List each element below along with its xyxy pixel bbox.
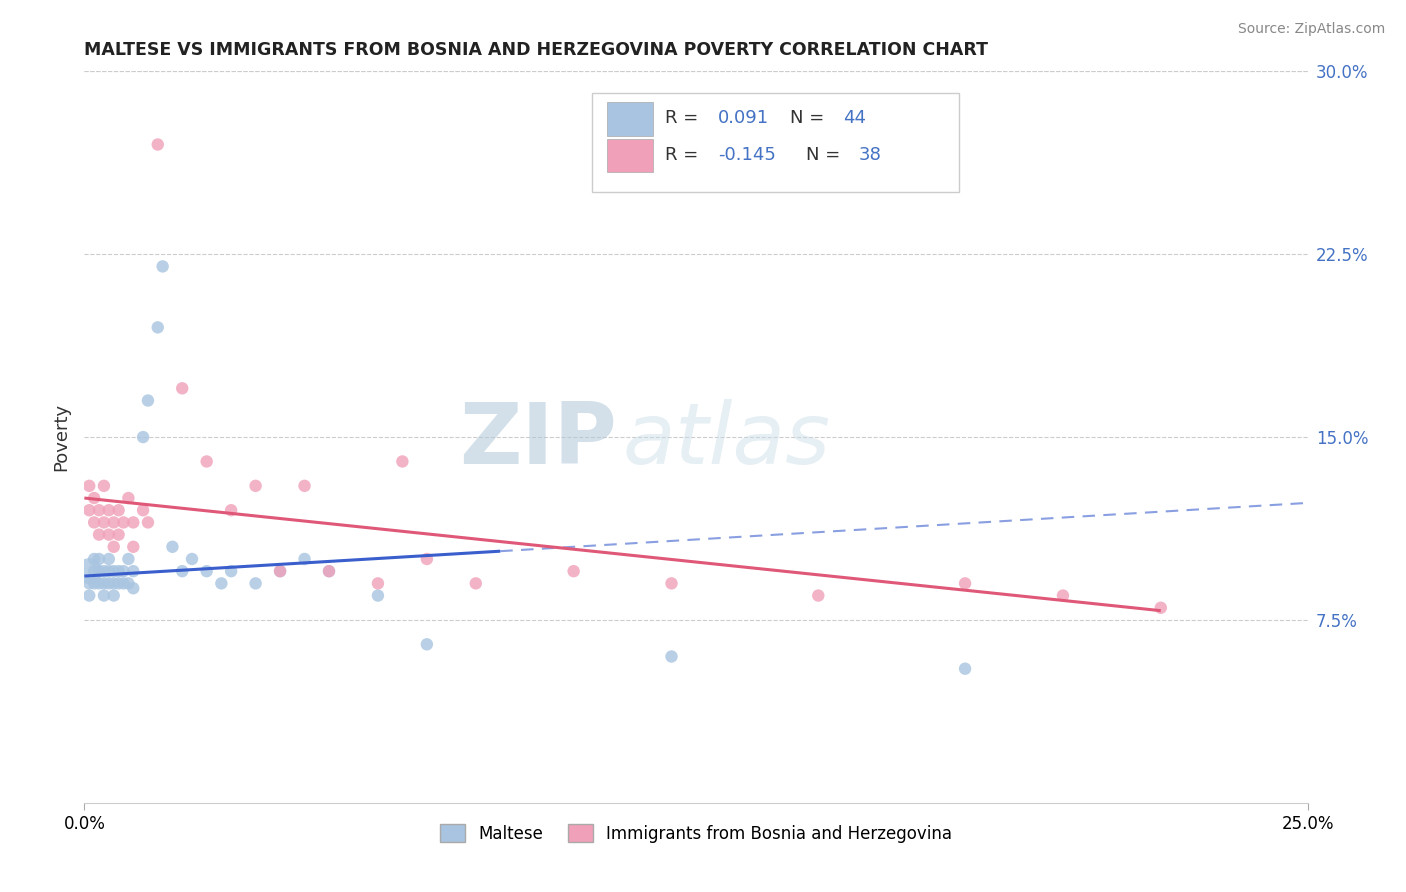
- Point: [83, 516, 105, 530]
- Point: [661, 649, 683, 664]
- Point: [112, 564, 135, 578]
- Point: [146, 137, 169, 152]
- Point: [97, 576, 120, 591]
- Text: N =: N =: [806, 145, 846, 164]
- Point: [318, 564, 340, 578]
- Text: 38: 38: [859, 145, 882, 164]
- Point: [162, 540, 184, 554]
- Point: [122, 581, 145, 595]
- Point: [1150, 600, 1173, 615]
- Point: [122, 540, 145, 554]
- Point: [122, 564, 145, 578]
- Point: [117, 552, 139, 566]
- Point: [1052, 589, 1074, 603]
- Point: [209, 576, 232, 591]
- Point: [87, 527, 110, 541]
- Text: R =: R =: [665, 145, 704, 164]
- Point: [136, 516, 159, 530]
- FancyBboxPatch shape: [606, 102, 654, 136]
- Point: [97, 552, 120, 566]
- Point: [807, 589, 830, 603]
- Point: [318, 564, 340, 578]
- FancyBboxPatch shape: [592, 94, 959, 192]
- Point: [953, 662, 976, 676]
- Text: 0.091: 0.091: [718, 109, 769, 128]
- Point: [83, 564, 105, 578]
- Point: [77, 589, 100, 603]
- Point: [87, 576, 110, 591]
- Point: [391, 454, 413, 468]
- Point: [294, 479, 316, 493]
- Text: Source: ZipAtlas.com: Source: ZipAtlas.com: [1237, 22, 1385, 37]
- Text: N =: N =: [790, 109, 830, 128]
- Point: [103, 576, 125, 591]
- Point: [245, 576, 267, 591]
- Point: [367, 589, 389, 603]
- Point: [77, 564, 100, 578]
- Point: [416, 637, 439, 651]
- Point: [269, 564, 291, 578]
- Point: [117, 576, 139, 591]
- Point: [172, 381, 194, 395]
- Text: MALTESE VS IMMIGRANTS FROM BOSNIA AND HERZEGOVINA POVERTY CORRELATION CHART: MALTESE VS IMMIGRANTS FROM BOSNIA AND HE…: [84, 41, 988, 59]
- Point: [219, 564, 242, 578]
- Point: [112, 516, 135, 530]
- Point: [107, 503, 129, 517]
- Point: [77, 576, 100, 591]
- Point: [464, 576, 486, 591]
- Point: [152, 260, 174, 274]
- Point: [77, 479, 100, 493]
- FancyBboxPatch shape: [606, 138, 654, 172]
- Point: [953, 576, 976, 591]
- Point: [87, 564, 110, 578]
- Point: [122, 516, 145, 530]
- Point: [103, 589, 125, 603]
- Point: [132, 503, 155, 517]
- Text: -0.145: -0.145: [718, 145, 776, 164]
- Point: [245, 479, 267, 493]
- Point: [195, 454, 218, 468]
- Point: [107, 564, 129, 578]
- Point: [112, 576, 135, 591]
- Point: [172, 564, 194, 578]
- Point: [294, 552, 316, 566]
- Point: [93, 479, 115, 493]
- Text: atlas: atlas: [623, 400, 831, 483]
- Point: [103, 564, 125, 578]
- Point: [93, 564, 115, 578]
- Text: R =: R =: [665, 109, 704, 128]
- Point: [77, 503, 100, 517]
- Point: [103, 540, 125, 554]
- Text: 44: 44: [842, 109, 866, 128]
- Point: [83, 576, 105, 591]
- Point: [661, 576, 683, 591]
- Point: [367, 576, 389, 591]
- Point: [132, 430, 155, 444]
- Point: [195, 564, 218, 578]
- Point: [107, 576, 129, 591]
- Point: [146, 320, 169, 334]
- Point: [219, 503, 242, 517]
- Legend: Maltese, Immigrants from Bosnia and Herzegovina: Maltese, Immigrants from Bosnia and Herz…: [433, 818, 959, 849]
- Point: [93, 516, 115, 530]
- Point: [93, 576, 115, 591]
- Text: ZIP: ZIP: [458, 400, 616, 483]
- Point: [269, 564, 291, 578]
- Point: [83, 491, 105, 505]
- Point: [136, 393, 159, 408]
- Point: [87, 552, 110, 566]
- Point: [93, 589, 115, 603]
- Point: [117, 491, 139, 505]
- Y-axis label: Poverty: Poverty: [52, 403, 70, 471]
- Point: [97, 527, 120, 541]
- Point: [103, 516, 125, 530]
- Point: [562, 564, 585, 578]
- Point: [107, 527, 129, 541]
- Point: [97, 503, 120, 517]
- Point: [83, 552, 105, 566]
- Point: [97, 564, 120, 578]
- Point: [181, 552, 204, 566]
- Point: [416, 552, 439, 566]
- Point: [87, 503, 110, 517]
